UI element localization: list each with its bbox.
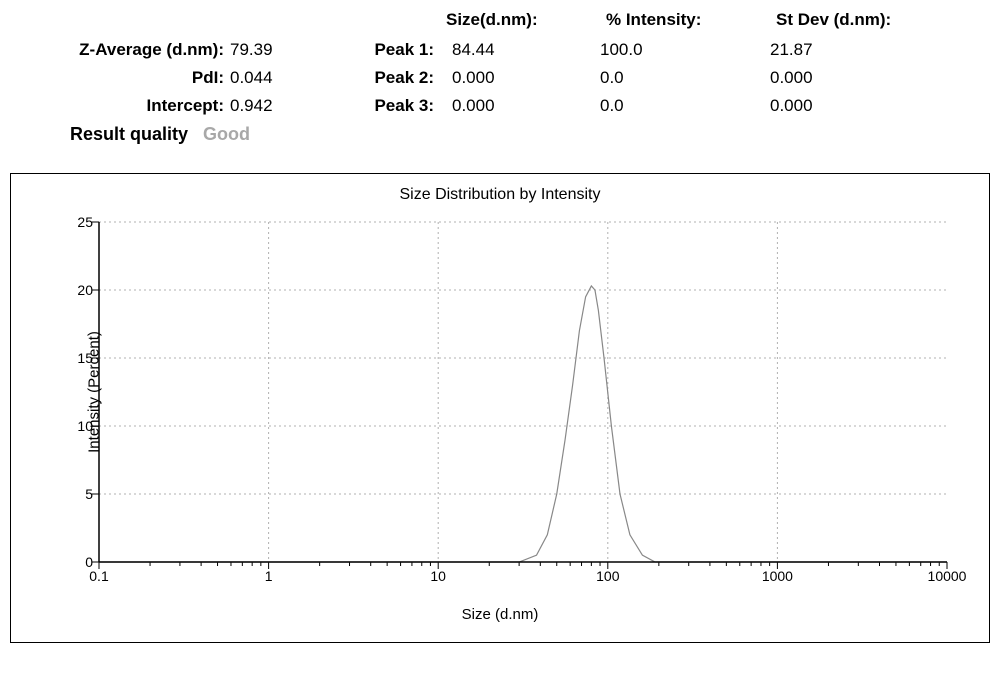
row-intercept: Intercept: 0.942 Peak 3: 0.000 0.0 0.000 [20, 96, 980, 116]
y-tick-label: 5 [85, 486, 99, 502]
value-pdi: 0.044 [230, 68, 310, 88]
peak1-intensity: 100.0 [600, 40, 770, 60]
x-tick-label: 100 [596, 562, 619, 584]
row-zaverage: Z-Average (d.nm): 79.39 Peak 1: 84.44 10… [20, 40, 980, 60]
y-tick-label: 20 [77, 282, 99, 298]
y-tick-label: 10 [77, 418, 99, 434]
label-result-quality: Result quality [70, 124, 188, 144]
x-tick-label: 1000 [762, 562, 793, 584]
label-pdi: PdI: [20, 68, 230, 88]
chart-container: Size Distribution by Intensity Intensity… [10, 173, 990, 643]
x-tick-label: 10000 [928, 562, 967, 584]
peak2-size: 0.000 [440, 68, 600, 88]
header-intensity: % Intensity: [606, 10, 776, 30]
column-headers: Size(d.nm): % Intensity: St Dev (d.nm): [20, 10, 980, 30]
label-peak2: Peak 2: [330, 68, 440, 88]
label-intercept: Intercept: [20, 96, 230, 116]
peak2-stdev: 0.000 [770, 68, 920, 88]
x-tick-label: 10 [430, 562, 446, 584]
peak2-intensity: 0.0 [600, 68, 770, 88]
row-pdi: PdI: 0.044 Peak 2: 0.000 0.0 0.000 [20, 68, 980, 88]
label-zaverage: Z-Average (d.nm): [20, 40, 230, 60]
y-tick-label: 15 [77, 350, 99, 366]
label-peak1: Peak 1: [330, 40, 440, 60]
row-result-quality: Result quality Good [70, 124, 980, 145]
peak1-stdev: 21.87 [770, 40, 920, 60]
value-zaverage: 79.39 [230, 40, 310, 60]
y-tick-label: 25 [77, 214, 99, 230]
value-intercept: 0.942 [230, 96, 310, 116]
peak1-size: 84.44 [440, 40, 600, 60]
x-tick-label: 0.1 [89, 562, 108, 584]
x-axis-label: Size (d.nm) [25, 606, 975, 623]
peak3-size: 0.000 [440, 96, 600, 116]
results-summary: Size(d.nm): % Intensity: St Dev (d.nm): … [0, 0, 1000, 155]
peak3-intensity: 0.0 [600, 96, 770, 116]
value-result-quality: Good [203, 124, 250, 144]
plot-area: Intensity (Percent) 0510152025 0.1110100… [99, 222, 947, 562]
x-tick-label: 1 [265, 562, 273, 584]
label-peak3: Peak 3: [330, 96, 440, 116]
header-stdev: St Dev (d.nm): [776, 10, 926, 30]
chart-title: Size Distribution by Intensity [25, 186, 975, 204]
peak3-stdev: 0.000 [770, 96, 920, 116]
chart-svg [99, 222, 947, 562]
header-size: Size(d.nm): [446, 10, 606, 30]
